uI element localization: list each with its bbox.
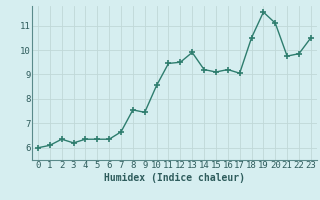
X-axis label: Humidex (Indice chaleur): Humidex (Indice chaleur) — [104, 173, 245, 183]
